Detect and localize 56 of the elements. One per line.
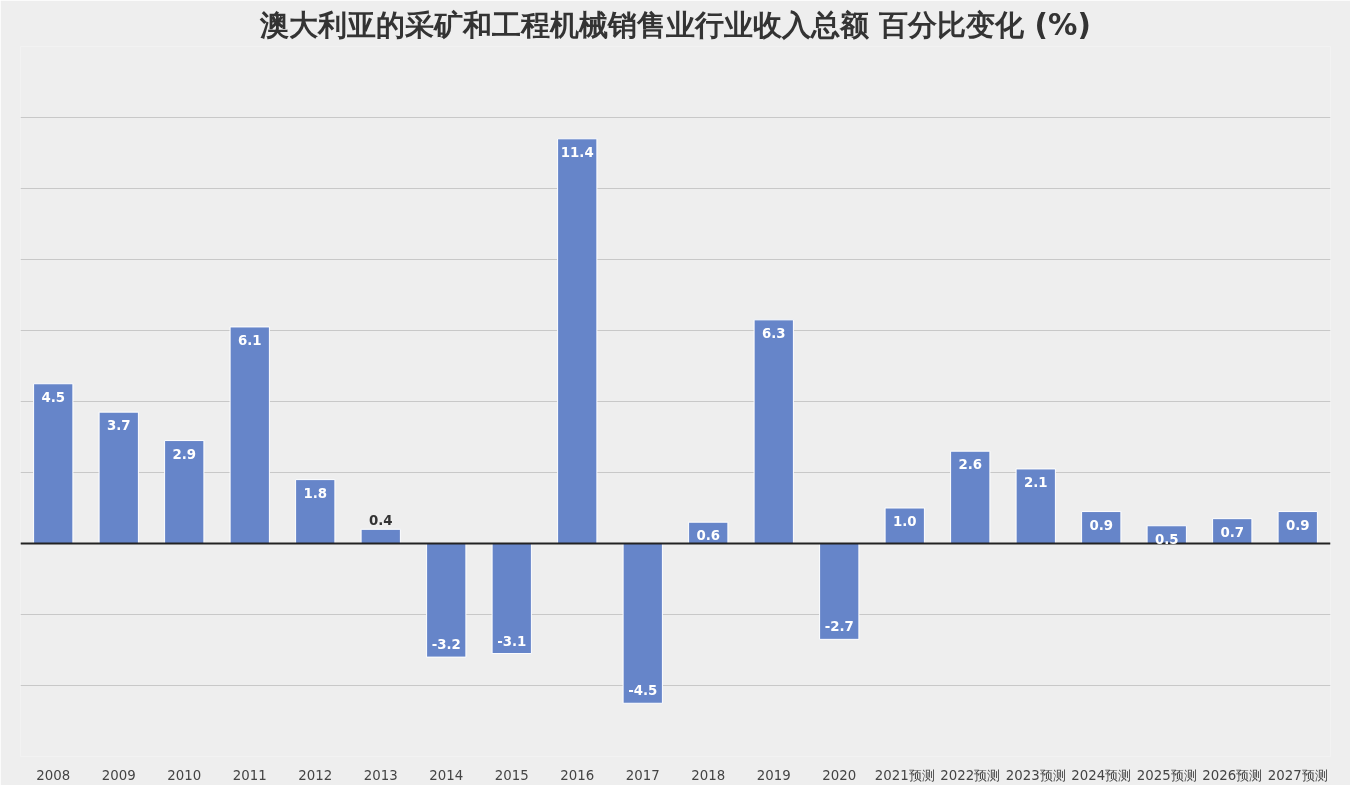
data-label: 2.1 [1023,474,1048,490]
bar [360,528,401,544]
x-tick-label: 2023预测 [1005,767,1066,783]
data-label: 6.1 [237,332,262,348]
x-tick-label: 2012 [298,767,333,783]
data-label: -3.1 [497,633,527,649]
bar [229,326,270,544]
x-tick-label: 2018 [691,767,726,783]
data-label: -3.2 [431,637,461,653]
x-tick-label: 2020 [822,767,857,783]
x-tick-label: 2010 [167,767,202,783]
x-tick-label: 2022预测 [940,767,1001,783]
x-tick-label: 2025预测 [1136,767,1197,783]
data-label: 0.9 [1285,517,1310,533]
data-label: -2.7 [824,619,854,635]
x-tick-label: 2013 [363,767,398,783]
data-label: 0.4 [368,513,393,529]
data-label: 0.7 [1220,524,1245,540]
bar [491,543,532,655]
data-label: 1.0 [892,514,917,529]
bar [295,479,336,544]
data-label: 2.6 [958,457,983,473]
bar [164,440,205,544]
bar [622,543,663,704]
bar [1015,468,1056,544]
x-tick-label: 2017 [625,767,660,783]
chart-title: 澳大利亚的采矿和工程机械销售业行业收入总额 百分比变化 (%) [259,7,1091,42]
bar [426,543,467,658]
data-label: -4.5 [628,683,658,699]
x-tick-label: 2011 [232,767,267,783]
x-tick-label: 2016 [560,767,595,783]
data-label: 6.3 [761,325,786,341]
x-tick-label: 2009 [101,767,136,783]
data-label: 3.7 [106,418,131,434]
x-tick-label: 2014 [429,767,464,783]
data-label: 0.6 [696,528,721,544]
x-tick-label: 2008 [36,767,71,783]
data-label: 0.5 [1154,531,1179,547]
x-tick-label: 2027预测 [1267,767,1328,783]
bar [557,138,598,544]
x-tick-label: 2019 [756,767,791,783]
data-label: 11.4 [560,144,594,160]
x-tick-label: 2021预测 [874,767,935,783]
x-tick-label: 2024预测 [1071,767,1132,783]
bar [753,319,794,544]
data-label: 0.9 [1089,517,1114,533]
bar [950,450,991,544]
data-label: 2.9 [172,446,197,462]
bar [98,411,139,544]
bar [33,383,74,544]
bar [884,507,925,544]
data-label: 1.8 [303,485,328,501]
x-tick-label: 2015 [494,767,529,783]
x-tick-label: 2026预测 [1202,767,1263,783]
bar [819,543,860,640]
data-label: 4.5 [41,389,66,405]
